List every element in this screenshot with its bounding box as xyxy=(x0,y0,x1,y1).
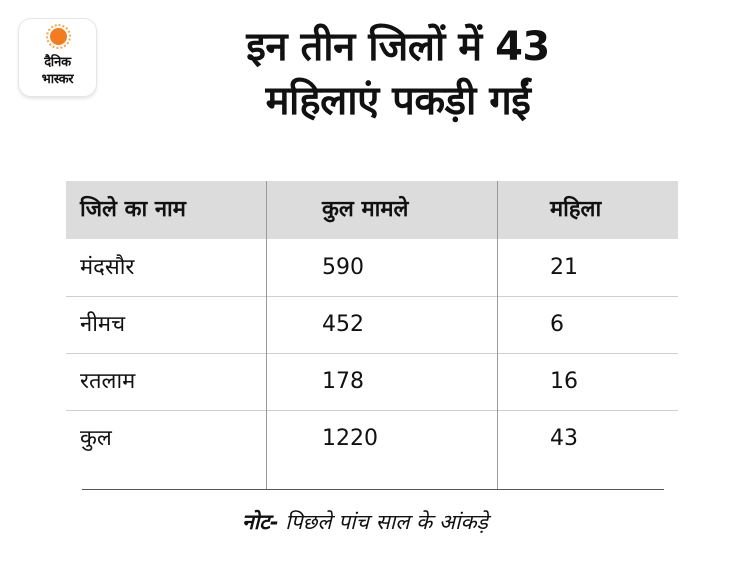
data-table: जिले का नाम कुल मामले महिला मंदसौर 590 2… xyxy=(66,181,678,489)
footnote-text: पिछले पांच साल के आंकड़े xyxy=(278,510,488,534)
headline-line-2: महिलाएं पकड़ी गईं xyxy=(265,78,531,124)
headline-line-1: इन तीन जिलों में 43 xyxy=(246,24,550,70)
table-row: कुल 1220 43 xyxy=(66,410,678,467)
table-row: रतलाम 178 16 xyxy=(66,353,678,411)
column-divider xyxy=(497,181,498,489)
cell-total-cases: 178 xyxy=(322,369,364,394)
cell-district: रतलाम xyxy=(80,369,136,394)
logo-line-1: दैनिक xyxy=(44,55,71,70)
cell-district: नीमच xyxy=(80,312,126,337)
footnote: नोट- पिछले पांच साल के आंकड़े xyxy=(0,508,730,536)
table-row: मंदसौर 590 21 xyxy=(66,239,678,297)
table-header: जिले का नाम कुल मामले महिला xyxy=(66,181,678,239)
cell-total-cases: 1220 xyxy=(322,426,378,451)
header-total-cases: कुल मामले xyxy=(322,197,409,222)
logo-line-2: भास्कर xyxy=(41,72,74,87)
cell-district: कुल xyxy=(80,426,112,451)
column-divider xyxy=(266,181,267,489)
cell-women: 16 xyxy=(550,369,578,394)
table-bottom-rule xyxy=(82,489,664,490)
brand-logo: दैनिक भास्कर xyxy=(19,19,96,96)
cell-total-cases: 590 xyxy=(322,255,364,280)
headline: इन तीन जिलों में 43 महिलाएं पकड़ी गईं xyxy=(118,20,678,128)
cell-women: 43 xyxy=(550,426,578,451)
cell-total-cases: 452 xyxy=(322,312,364,337)
table-row: नीमच 452 6 xyxy=(66,296,678,354)
header-district: जिले का नाम xyxy=(80,197,186,222)
footnote-label: नोट- xyxy=(242,510,279,534)
cell-women: 21 xyxy=(550,255,578,280)
cell-district: मंदसौर xyxy=(80,255,135,280)
cell-women: 6 xyxy=(550,312,564,337)
header-women: महिला xyxy=(550,197,602,222)
sun-icon xyxy=(46,24,71,49)
